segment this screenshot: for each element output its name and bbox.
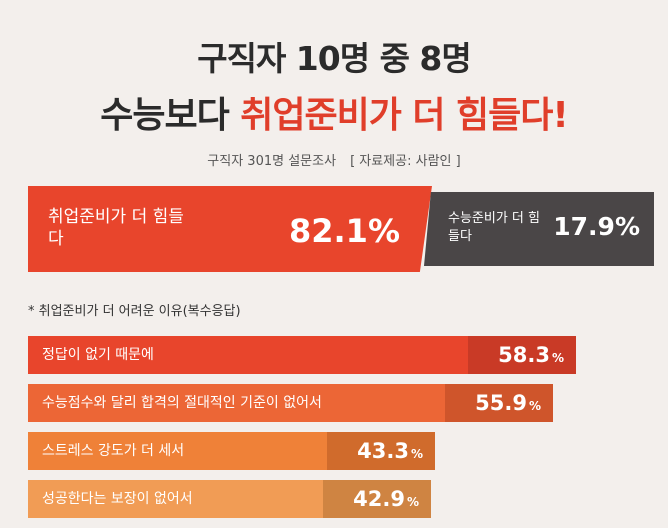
reason-value: 43.3% <box>327 432 435 470</box>
comparison-label-job-prep: 취업준비가 더 힘들다 <box>48 207 184 249</box>
reason-bar: 수능점수와 달리 합격의 절대적인 기준이 없어서 55.9% <box>28 384 553 422</box>
comparison-bar-job-prep: 취업준비가 더 힘들다 82.1% <box>28 186 432 272</box>
comparison-value-job-prep: 82.1% <box>288 212 400 250</box>
subtitle: 구직자 301명 설문조사 [ 자료제공: 사람인 ] <box>0 150 668 169</box>
reason-value-number: 42.9 <box>353 487 405 511</box>
reason-bar: 스트레스 강도가 더 세서 43.3% <box>28 432 435 470</box>
source-info: [ 자료제공: 사람인 ] <box>350 154 461 169</box>
reason-value-unit: % <box>551 351 564 365</box>
comparison-bar-suneung-prep: 수능준비가 더 힘들다 17.9% <box>424 192 654 266</box>
reason-value: 55.9% <box>445 384 553 422</box>
comparison-value-suneung-prep: 17.9% <box>553 212 640 241</box>
reason-label: 수능점수와 달리 합격의 절대적인 기준이 없어서 <box>42 395 322 411</box>
reason-value-number: 58.3 <box>498 343 550 367</box>
reason-label: 스트레스 강도가 더 세서 <box>42 443 185 459</box>
comparison-chart: 취업준비가 더 힘들다 82.1% 수능준비가 더 힘들다 17.9% <box>28 186 654 272</box>
reason-value-number: 43.3 <box>357 439 409 463</box>
survey-info: 구직자 301명 설문조사 <box>207 154 337 169</box>
reason-bar: 성공한다는 보장이 없어서 42.9% <box>28 480 431 518</box>
reason-value-number: 55.9 <box>475 391 527 415</box>
reason-label: 성공한다는 보장이 없어서 <box>42 491 193 507</box>
reason-bar: 정답이 없기 때문에 58.3% <box>28 336 576 374</box>
reason-value-unit: % <box>406 495 419 509</box>
main-title-line1: 구직자 10명 중 8명 <box>197 39 472 78</box>
main-title-line2: 수능보다 취업준비가 더 힘들다! <box>0 86 668 138</box>
reason-value: 42.9% <box>323 480 431 518</box>
main-title-line2-accent: 취업준비가 더 힘들다! <box>240 95 569 136</box>
reason-value: 58.3% <box>468 336 576 374</box>
reason-value-unit: % <box>528 399 541 413</box>
reason-value-unit: % <box>410 447 423 461</box>
main-title-line2-prefix: 수능보다 <box>100 95 241 136</box>
comparison-label-suneung-prep: 수능준비가 더 힘들다 <box>448 211 540 244</box>
reasons-chart-title: * 취업준비가 더 어려운 이유(복수응답) <box>28 304 241 319</box>
reason-label: 정답이 없기 때문에 <box>42 347 154 363</box>
